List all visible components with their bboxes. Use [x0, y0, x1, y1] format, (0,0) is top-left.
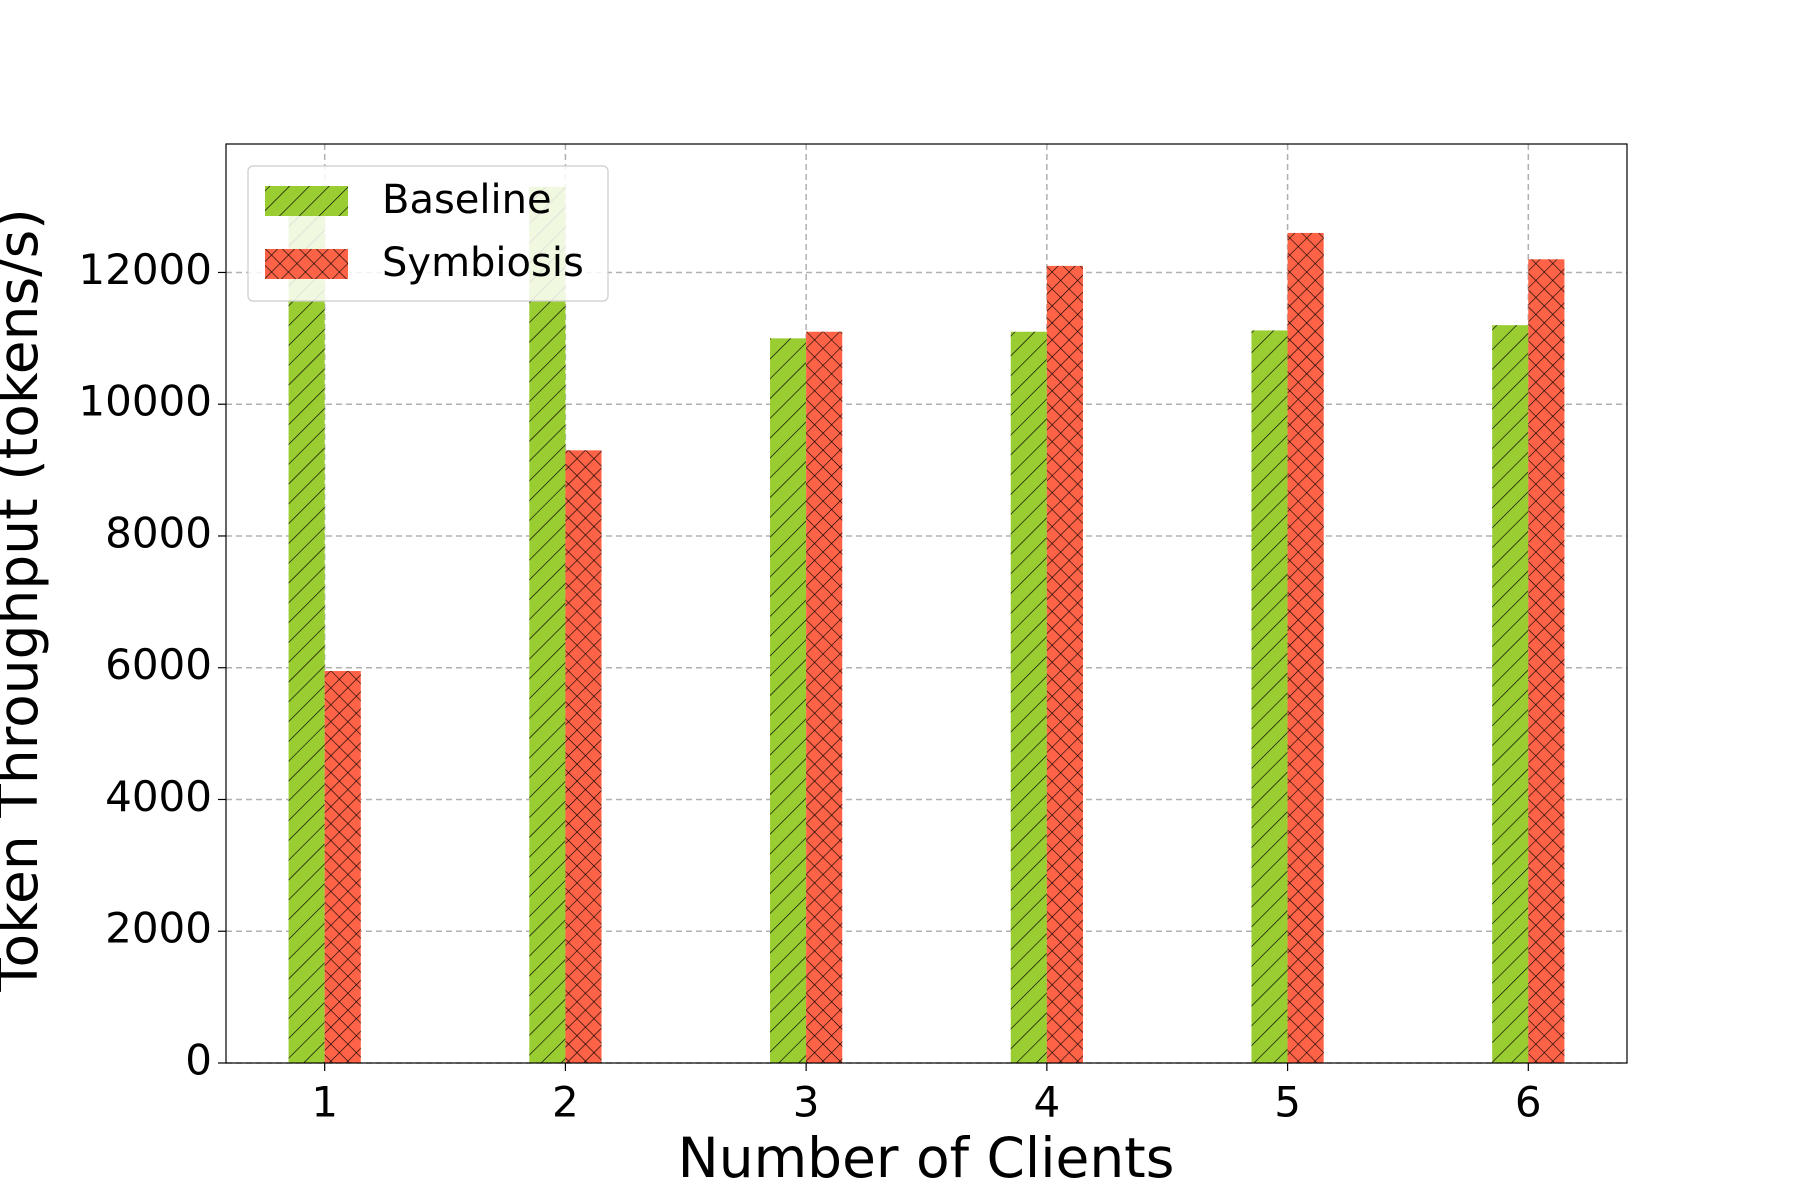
- x-axis-label: Number of Clients: [678, 1126, 1175, 1190]
- bar: [806, 331, 843, 1063]
- y-tick-label: 2000: [105, 904, 212, 953]
- bar: [1046, 265, 1083, 1064]
- bar-hatch: [288, 213, 325, 1063]
- bar-hatch: [1492, 325, 1529, 1063]
- legend-swatch-hatch: [265, 249, 348, 279]
- legend-entry: Symbiosis: [265, 240, 584, 286]
- x-tick-label: 1: [311, 1078, 338, 1127]
- bar: [1528, 259, 1565, 1063]
- x-tick-label: 6: [1515, 1078, 1542, 1127]
- bar-hatch: [324, 671, 361, 1063]
- legend-entry: Baseline: [265, 177, 552, 223]
- y-tick-label: 0: [185, 1036, 212, 1085]
- bar: [1287, 232, 1324, 1063]
- bar: [565, 450, 602, 1063]
- bar: [1251, 330, 1288, 1063]
- bar-hatch: [565, 450, 602, 1063]
- legend-swatch-hatch: [265, 186, 348, 216]
- y-tick-label: 10000: [78, 377, 212, 426]
- bar: [1492, 325, 1529, 1063]
- y-tick-label: 8000: [105, 508, 212, 557]
- y-tick-label: 6000: [105, 640, 212, 689]
- bar-hatch: [1251, 330, 1288, 1063]
- bar: [1010, 331, 1047, 1063]
- bar-hatch: [1046, 265, 1083, 1064]
- bar-hatch: [1010, 331, 1047, 1063]
- bar: [770, 338, 807, 1063]
- y-tick-label: 4000: [105, 772, 212, 821]
- plot-frame: [225, 143, 1628, 1064]
- x-tick-label: 5: [1274, 1078, 1301, 1127]
- legend-label: Baseline: [382, 177, 552, 223]
- y-axis-label: Token Throughput (tokens/s): [0, 208, 50, 992]
- bar-hatch: [770, 338, 807, 1063]
- bar: [529, 186, 566, 1063]
- bar: [324, 671, 361, 1063]
- legend-label: Symbiosis: [382, 240, 584, 286]
- bar-hatch: [1528, 259, 1565, 1063]
- bar-hatch: [806, 331, 843, 1063]
- bar-hatch: [1287, 232, 1324, 1063]
- y-tick-label: 12000: [78, 245, 212, 294]
- x-tick-label: 2: [552, 1078, 579, 1127]
- x-tick-label: 4: [1033, 1078, 1060, 1127]
- bar: [288, 213, 325, 1063]
- x-tick-label: 3: [793, 1078, 820, 1127]
- bar-hatch: [529, 186, 566, 1063]
